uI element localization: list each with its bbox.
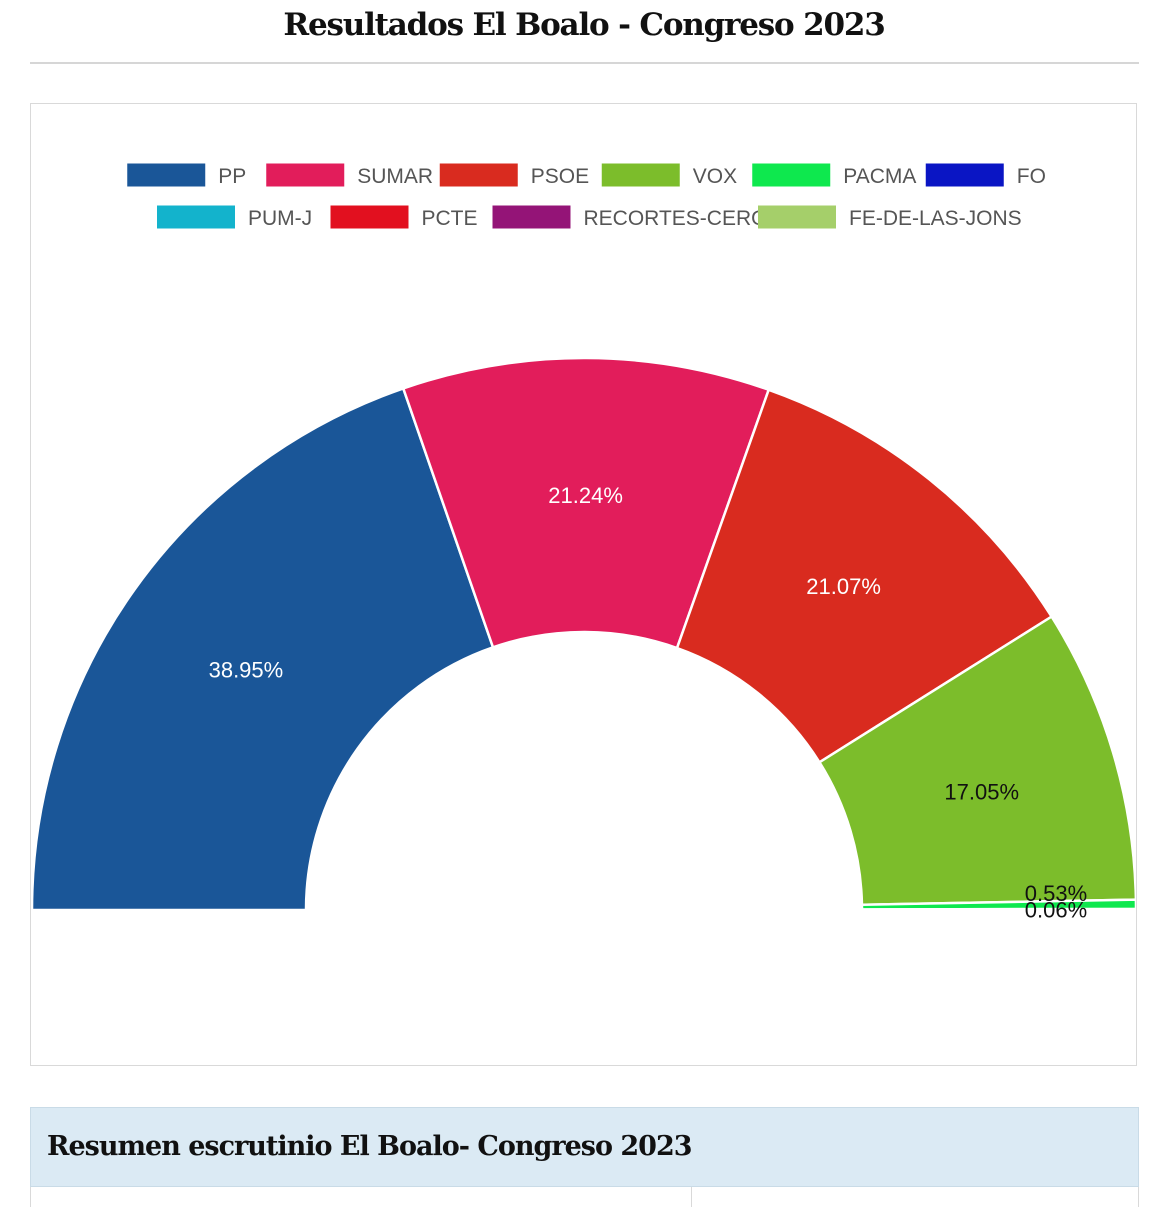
legend-item-fe-de-las-jons[interactable]: FE-DE-LAS-JONS [758, 205, 1022, 231]
page-title: Resultados El Boalo - Congreso 2023 [283, 7, 885, 43]
legend-swatch-psoe [439, 163, 518, 187]
data-label-psoe: 21.07% [806, 574, 881, 599]
legend-item-psoe[interactable]: PSOE [439, 163, 589, 189]
chart-legend: PP SUMAR PSOE VOX PACMA FO PUM-J PCTE RECORTES-C… [127, 163, 1046, 231]
legend-swatch-pp [127, 163, 206, 187]
data-label-fo: 0.06% [1025, 898, 1087, 923]
summary-table [30, 1187, 1139, 1207]
legend-swatch-recortes-cero [492, 205, 571, 229]
slice-fo[interactable] [860, 907, 1136, 912]
slice-psoe[interactable] [675, 388, 1054, 764]
legend-label-pcte: PCTE [422, 207, 478, 230]
chart-container: PP SUMAR PSOE VOX PACMA FO PUM-J PCTE RECORTES-C… [30, 103, 1137, 1066]
legend-label-fo: FO [1017, 165, 1046, 188]
data-label-sumar: 21.24% [548, 483, 623, 508]
election-results-chart: PP SUMAR PSOE VOX PACMA FO PUM-J PCTE RECORTES-C… [31, 163, 1136, 923]
legend-label-pum-j: PUM-J [248, 207, 312, 230]
summary-column-divider [691, 1187, 692, 1207]
legend-swatch-vox [601, 163, 680, 187]
legend-label-vox: VOX [693, 165, 737, 188]
slice-vox[interactable] [817, 614, 1136, 907]
legend-label-psoe: PSOE [531, 165, 589, 188]
summary-header: Resumen escrutinio El Boalo- Congreso 20… [30, 1107, 1139, 1187]
legend-swatch-fo [925, 163, 1004, 187]
legend-swatch-pum-j [157, 205, 235, 229]
legend-item-pum-j[interactable]: PUM-J [157, 205, 312, 231]
legend-item-sumar[interactable]: SUMAR [266, 163, 433, 189]
title-divider [30, 62, 1139, 64]
legend-label-pp: PP [218, 165, 246, 188]
data-label-vox: 17.05% [944, 780, 1019, 805]
legend-item-vox[interactable]: VOX [601, 163, 737, 189]
data-label-pacma: 0.53% [1025, 881, 1087, 906]
legend-item-fo[interactable]: FO [925, 163, 1046, 189]
slice-pp[interactable] [31, 386, 495, 912]
legend-label-recortes-cero: RECORTES-CERO [584, 207, 768, 230]
legend-item-pp[interactable]: PP [127, 163, 246, 189]
chart-data-labels: 38.95% 21.24% 21.07% 17.05% 0.53%0.06% [209, 483, 1088, 923]
legend-swatch-pcte [330, 205, 409, 229]
legend-swatch-pacma [752, 163, 831, 187]
legend-swatch-fe-de-las-jons [758, 205, 836, 229]
legend-label-pacma: PACMA [843, 165, 916, 188]
legend-label-sumar: SUMAR [357, 165, 433, 188]
legend-item-pcte[interactable]: PCTE [330, 205, 478, 231]
slice-sumar[interactable] [401, 356, 771, 650]
legend-item-recortes-cero[interactable]: RECORTES-CERO [492, 205, 768, 231]
data-label-pp: 38.95% [209, 657, 284, 682]
summary-title: Resumen escrutinio El Boalo- Congreso 20… [47, 1131, 693, 1162]
legend-swatch-sumar [266, 163, 345, 187]
chart-slices [31, 356, 1136, 912]
legend-label-fe-de-las-jons: FE-DE-LAS-JONS [849, 207, 1022, 230]
legend-item-pacma[interactable]: PACMA [752, 163, 916, 189]
